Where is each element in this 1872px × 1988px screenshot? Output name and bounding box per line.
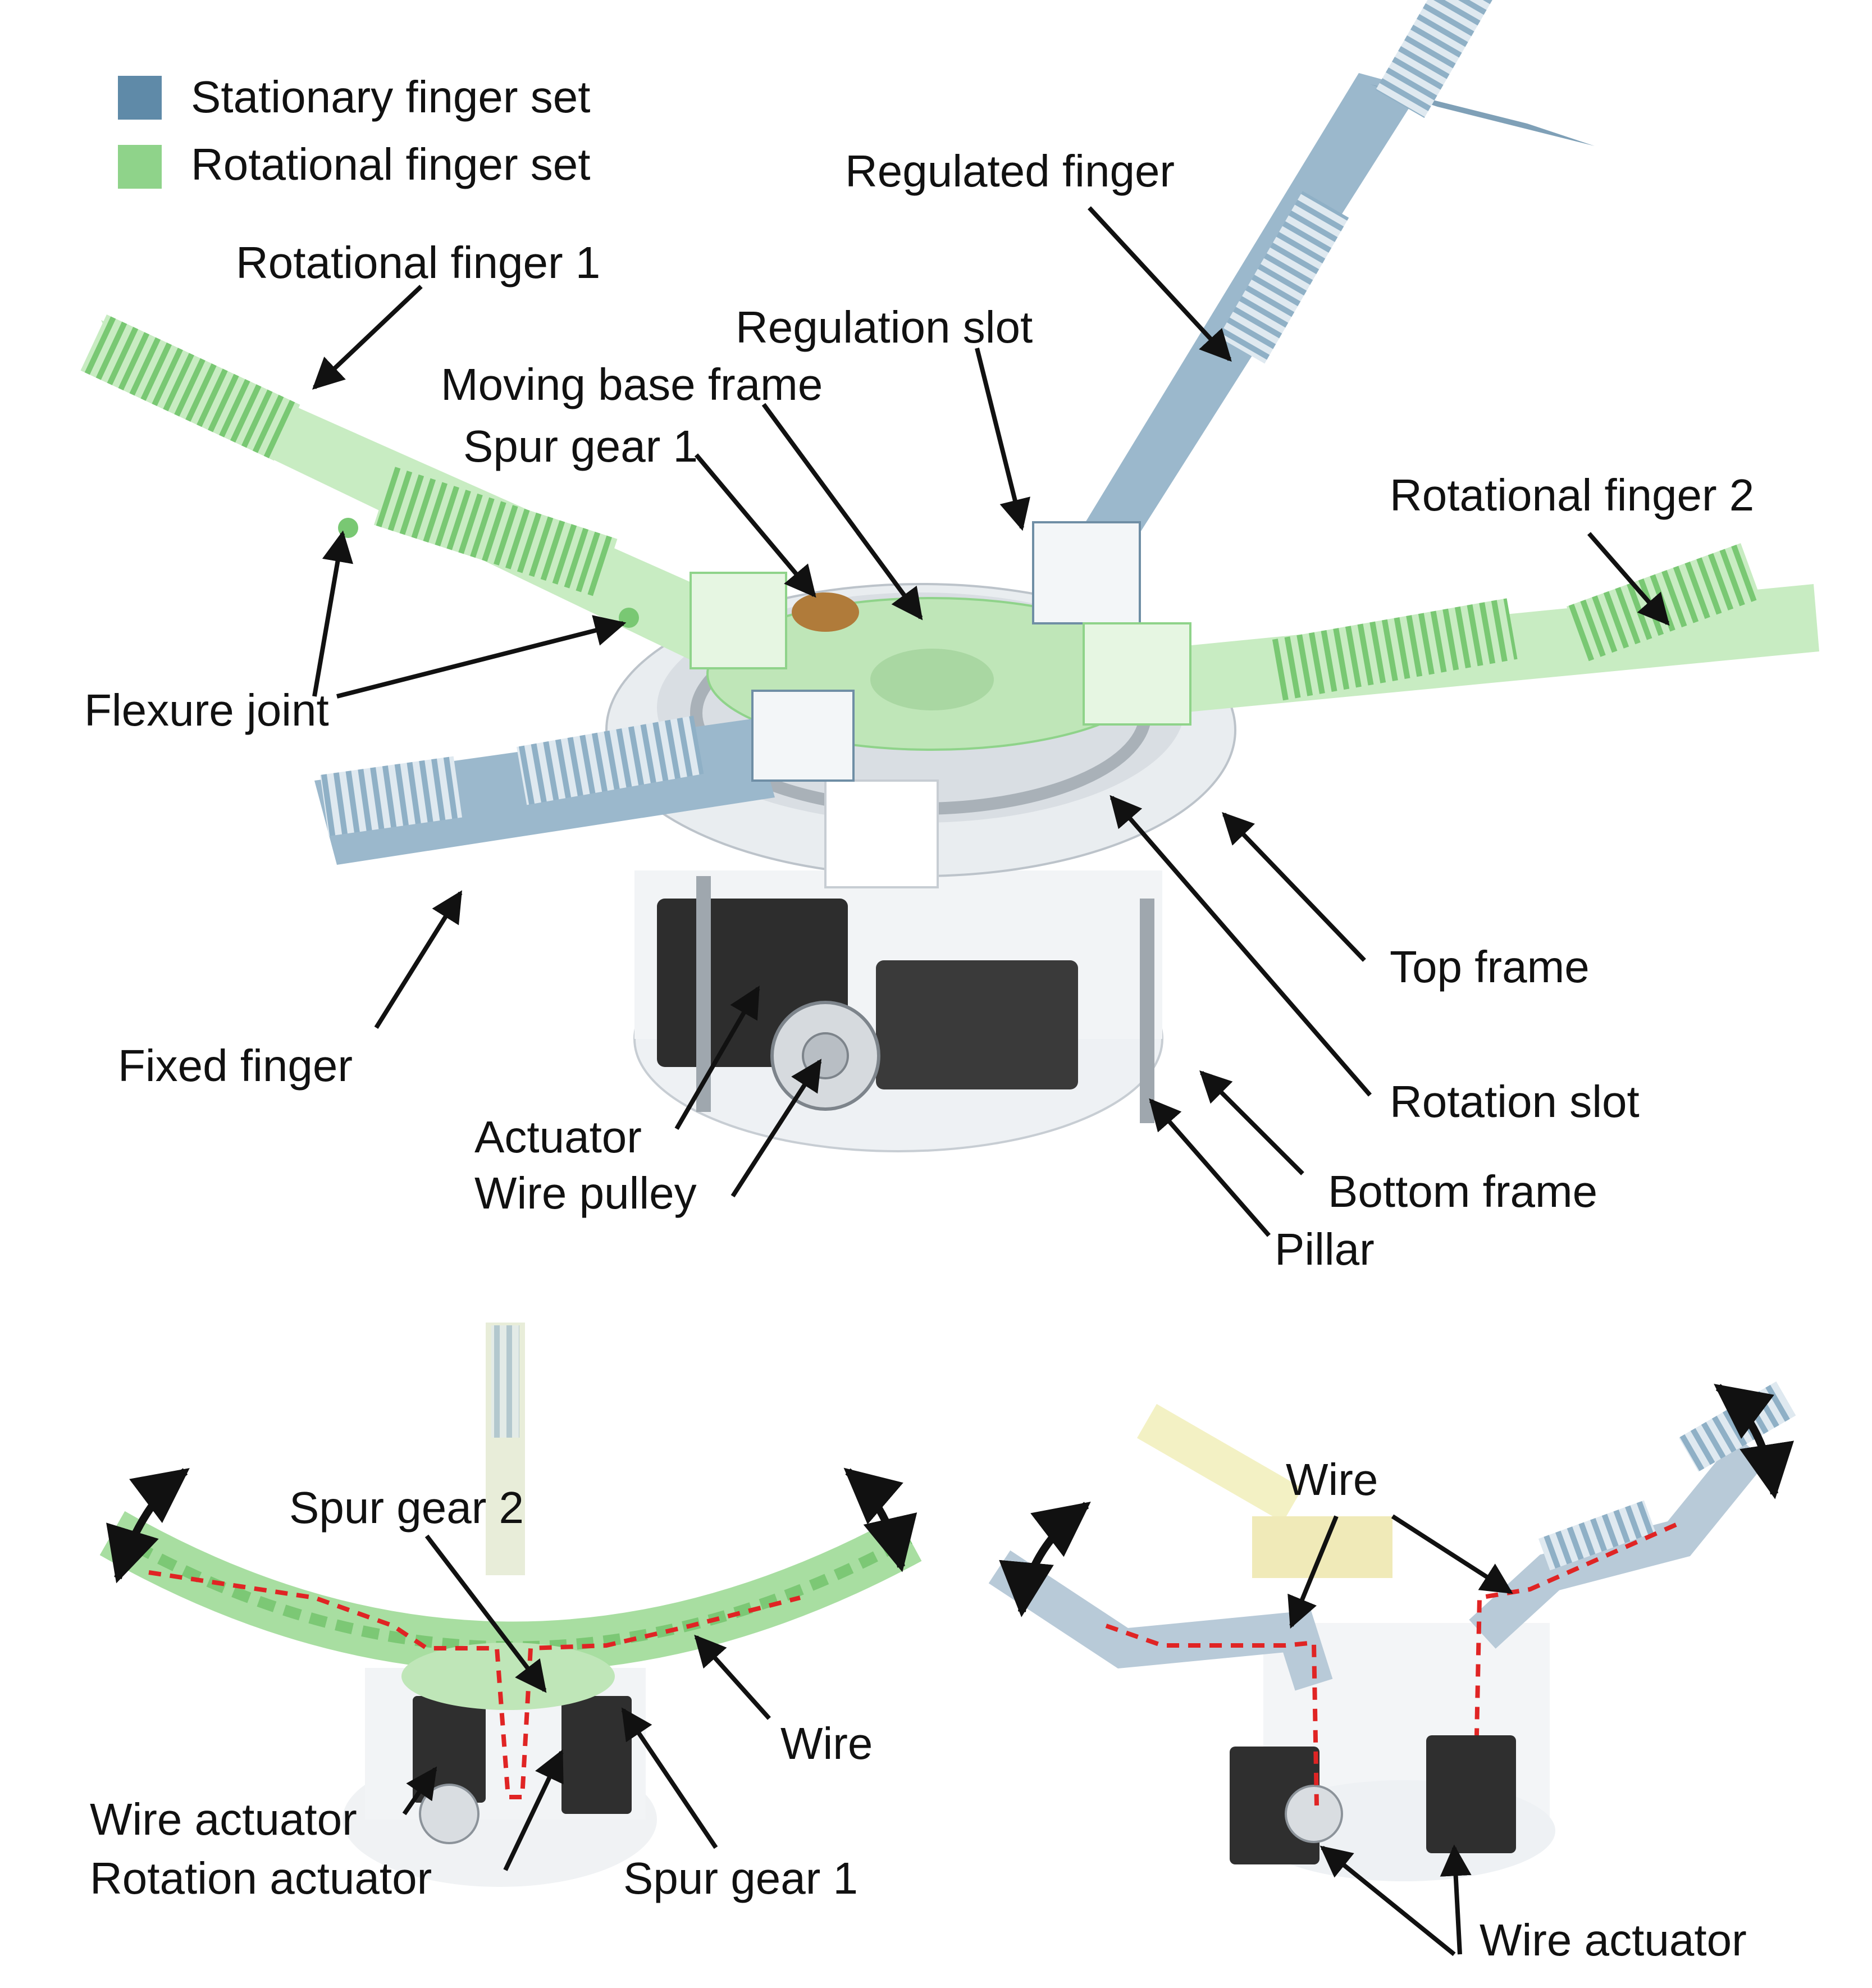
bottom-left-leader-lines	[402, 1534, 771, 1871]
label-spur-gear-1-bl: Spur gear 1	[623, 1853, 859, 1903]
label-wire-actuator-bl: Wire actuator	[90, 1794, 357, 1844]
arrow-rotation-slot	[1109, 795, 1372, 1097]
arrow-regulation-slot	[975, 348, 1030, 531]
arrow-spur-gear-2	[424, 1534, 547, 1693]
label-wire-br: Wire	[1286, 1454, 1378, 1504]
rotation-arrow-right	[843, 1467, 917, 1572]
arrow-top-frame	[1222, 811, 1366, 962]
label-wire-pulley: Wire pulley	[474, 1168, 697, 1218]
wire-path-right-b	[1474, 1522, 1677, 1736]
arrow-bottom-frame	[1199, 1070, 1304, 1175]
label-spur-gear-2: Spur gear 2	[289, 1483, 524, 1533]
arrow-wire-right-b	[1391, 1514, 1513, 1594]
second-actuator-block	[876, 960, 1078, 1089]
rotational-finger-2	[1083, 543, 1819, 726]
arrow-actuator	[674, 986, 760, 1130]
label-flexure-joint: Flexure joint	[84, 685, 329, 735]
label-wire-bl: Wire	[780, 1718, 873, 1768]
rotation-actuator-block	[561, 1696, 632, 1814]
rotation-arrow-left	[106, 1468, 190, 1584]
label-regulated-finger: Regulated finger	[845, 146, 1175, 196]
label-bottom-frame: Bottom frame	[1328, 1166, 1598, 1216]
rotation-arrow-far-left	[999, 1502, 1091, 1617]
arrow-fixed-finger	[374, 890, 463, 1029]
arrow-rotation-actuator	[503, 1749, 564, 1871]
main-gripper-illustration	[80, 0, 1819, 1152]
arrow-moving-base-frame	[761, 403, 923, 621]
arrow-wire-pulley	[730, 1059, 822, 1198]
arrow-pillar	[1149, 1098, 1271, 1237]
bottom-right-leader-lines	[1287, 1514, 1513, 1957]
arrow-spur-gear-1	[694, 453, 816, 598]
arrow-rotational-finger-1	[312, 285, 423, 390]
label-moving-base-frame: Moving base frame	[441, 359, 823, 409]
spur-gear-1	[792, 592, 859, 632]
stationary-legend-label: Stationary finger set	[191, 72, 591, 122]
pillar-right	[1140, 899, 1154, 1123]
label-rotational-finger-2: Rotational finger 2	[1390, 470, 1755, 520]
label-spur-gear-1: Spur gear 1	[463, 421, 698, 471]
fixed-finger	[314, 690, 855, 865]
top-leader-lines	[312, 206, 1670, 1237]
arrow-regulated-finger	[1088, 206, 1232, 362]
arrow-wire-right-a	[1287, 1515, 1339, 1629]
arrow-wire-actuator-left	[402, 1766, 437, 1816]
label-fixed-finger: Fixed finger	[118, 1041, 353, 1091]
rotation-arrow-far-right	[1714, 1384, 1794, 1499]
label-rotation-slot: Rotation slot	[1390, 1077, 1640, 1127]
regulated-finger	[1032, 0, 1595, 624]
wire-actuator-right-b	[1426, 1735, 1516, 1853]
stationary-legend-swatch	[118, 76, 162, 120]
label-actuator: Actuator	[474, 1112, 642, 1162]
wire-path-left	[148, 1570, 801, 1799]
arrow-wire-actuator-right-b	[1440, 1844, 1472, 1955]
arrow-spur-gear-1-bottom	[621, 1707, 718, 1849]
wire-path-right-a	[1105, 1624, 1319, 1806]
rotational-legend-label: Rotational finger set	[191, 139, 591, 189]
rotational-legend-swatch	[118, 145, 162, 189]
label-rotational-finger-1: Rotational finger 1	[236, 238, 601, 288]
label-pillar: Pillar	[1275, 1224, 1375, 1274]
arrow-wire-actuator-right-a	[1319, 1845, 1456, 1957]
label-rotation-actuator: Rotation actuator	[90, 1853, 432, 1903]
label-regulation-slot: Regulation slot	[736, 302, 1033, 352]
label-wire-actuator-br: Wire actuator	[1480, 1915, 1747, 1965]
arrow-rotational-finger-2	[1587, 532, 1670, 626]
rotational-finger-1	[80, 314, 787, 669]
arrow-flexure-joint-b	[336, 615, 627, 699]
arrow-flexure-joint-a	[312, 530, 354, 697]
wire-mechanism-illustration	[988, 1381, 1796, 1881]
arrow-wire-left	[694, 1634, 771, 1720]
label-top-frame: Top frame	[1390, 942, 1590, 992]
